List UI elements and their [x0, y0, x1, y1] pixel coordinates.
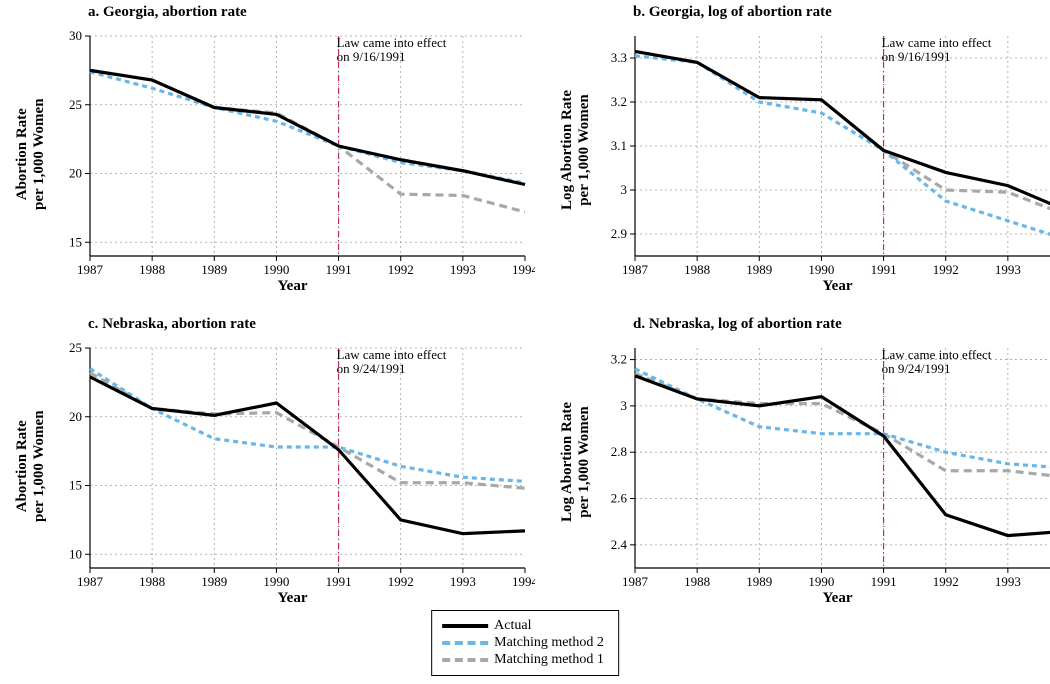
svg-text:1993: 1993 — [450, 574, 476, 589]
svg-text:1991: 1991 — [326, 262, 352, 277]
y-axis-label: Abortion Rate per 1,000 Women — [14, 411, 48, 523]
panel-title: b. Georgia, log of abortion rate — [633, 4, 832, 21]
svg-text:1990: 1990 — [263, 262, 289, 277]
svg-text:1991: 1991 — [326, 574, 352, 589]
law-annotation: Law came into effecton 9/16/1991 — [337, 36, 447, 65]
svg-text:1987: 1987 — [77, 574, 104, 589]
series-method1 — [90, 70, 525, 212]
svg-text:3.1: 3.1 — [611, 138, 627, 153]
svg-text:2.9: 2.9 — [611, 226, 627, 241]
svg-text:1991: 1991 — [871, 262, 897, 277]
legend-label-actual: Actual — [494, 618, 531, 634]
svg-text:1994: 1994 — [512, 262, 535, 277]
svg-text:1989: 1989 — [746, 262, 772, 277]
line-chart: 10 15 20 25 1987 1988 1989 1990 1991 1992 1993 1994 — [10, 318, 535, 618]
svg-text:20: 20 — [69, 166, 82, 181]
series-actual — [635, 376, 1050, 536]
svg-text:30: 30 — [69, 28, 82, 43]
svg-text:3.2: 3.2 — [611, 352, 627, 367]
panel-title: a. Georgia, abortion rate — [88, 4, 247, 21]
svg-text:1988: 1988 — [684, 574, 710, 589]
svg-text:2.4: 2.4 — [611, 537, 628, 552]
svg-text:3: 3 — [621, 182, 628, 197]
svg-text:1989: 1989 — [746, 574, 772, 589]
svg-text:3.2: 3.2 — [611, 94, 627, 109]
svg-text:1992: 1992 — [933, 262, 959, 277]
svg-text:3: 3 — [621, 398, 628, 413]
panel-b: b. Georgia, log of abortion rate Log Abor… — [545, 0, 1050, 312]
svg-text:15: 15 — [69, 478, 82, 493]
svg-text:1992: 1992 — [933, 574, 959, 589]
svg-text:2.8: 2.8 — [611, 444, 627, 459]
svg-text:1990: 1990 — [808, 262, 834, 277]
svg-text:1989: 1989 — [201, 574, 227, 589]
series-actual — [90, 377, 525, 534]
legend: Actual Matching method 2 Matching method… — [431, 610, 619, 676]
series-actual — [90, 70, 525, 184]
legend-swatch-actual — [442, 624, 488, 628]
svg-text:1988: 1988 — [139, 262, 165, 277]
svg-text:1992: 1992 — [388, 574, 414, 589]
law-annotation: Law came into effecton 9/24/1991 — [882, 348, 992, 377]
legend-item-method1: Matching method 1 — [442, 652, 604, 668]
svg-text:1987: 1987 — [622, 262, 649, 277]
x-axis-label: Year — [823, 278, 853, 295]
panel-title: d. Nebraska, log of abortion rate — [633, 316, 842, 333]
line-chart: 15 20 25 30 1987 1988 1989 1990 1991 1992 1993 1994 — [10, 6, 535, 306]
svg-text:1988: 1988 — [139, 574, 165, 589]
svg-text:1988: 1988 — [684, 262, 710, 277]
y-axis-label: Log Abortion Rate per 1,000 Women — [559, 402, 593, 522]
panel-d: d. Nebraska, log of abortion rate Log Abo… — [545, 312, 1050, 624]
svg-text:25: 25 — [69, 340, 82, 355]
svg-text:1987: 1987 — [77, 262, 104, 277]
svg-text:1990: 1990 — [808, 574, 834, 589]
law-annotation: Law came into effecton 9/16/1991 — [882, 36, 992, 65]
x-axis-label: Year — [278, 278, 308, 295]
legend-label-method2: Matching method 2 — [494, 635, 604, 651]
svg-text:1991: 1991 — [871, 574, 897, 589]
svg-text:1992: 1992 — [388, 262, 414, 277]
x-axis-label: Year — [278, 590, 308, 607]
svg-text:1993: 1993 — [450, 262, 476, 277]
panel-title: c. Nebraska, abortion rate — [88, 316, 256, 333]
svg-text:1993: 1993 — [995, 262, 1021, 277]
svg-text:2.6: 2.6 — [611, 491, 628, 506]
figure-2x2-timeseries: a. Georgia, abortion rate Abortion Rate p… — [0, 0, 1050, 684]
series-method1 — [90, 373, 525, 489]
svg-text:1989: 1989 — [201, 262, 227, 277]
y-axis-label: Log Abortion Rate per 1,000 Women — [559, 90, 593, 210]
legend-item-actual: Actual — [442, 618, 604, 634]
svg-text:1994: 1994 — [512, 574, 535, 589]
legend-swatch-method2 — [442, 641, 488, 645]
svg-text:3.3: 3.3 — [611, 50, 627, 65]
legend-item-method2: Matching method 2 — [442, 635, 604, 651]
panel-a: a. Georgia, abortion rate Abortion Rate p… — [0, 0, 545, 312]
series-method2 — [90, 72, 525, 183]
svg-text:20: 20 — [69, 409, 82, 424]
svg-text:10: 10 — [69, 546, 82, 561]
svg-text:1987: 1987 — [622, 574, 649, 589]
legend-label-method1: Matching method 1 — [494, 652, 604, 668]
x-axis-label: Year — [823, 590, 853, 607]
law-annotation: Law came into effecton 9/24/1991 — [337, 348, 447, 377]
svg-text:25: 25 — [69, 97, 82, 112]
panel-grid: a. Georgia, abortion rate Abortion Rate p… — [0, 0, 1050, 600]
svg-text:15: 15 — [69, 234, 82, 249]
svg-text:1990: 1990 — [263, 574, 289, 589]
legend-swatch-method1 — [442, 658, 488, 662]
panel-c: c. Nebraska, abortion rate Abortion Rate … — [0, 312, 545, 624]
y-axis-label: Abortion Rate per 1,000 Women — [14, 99, 48, 211]
svg-text:1993: 1993 — [995, 574, 1021, 589]
